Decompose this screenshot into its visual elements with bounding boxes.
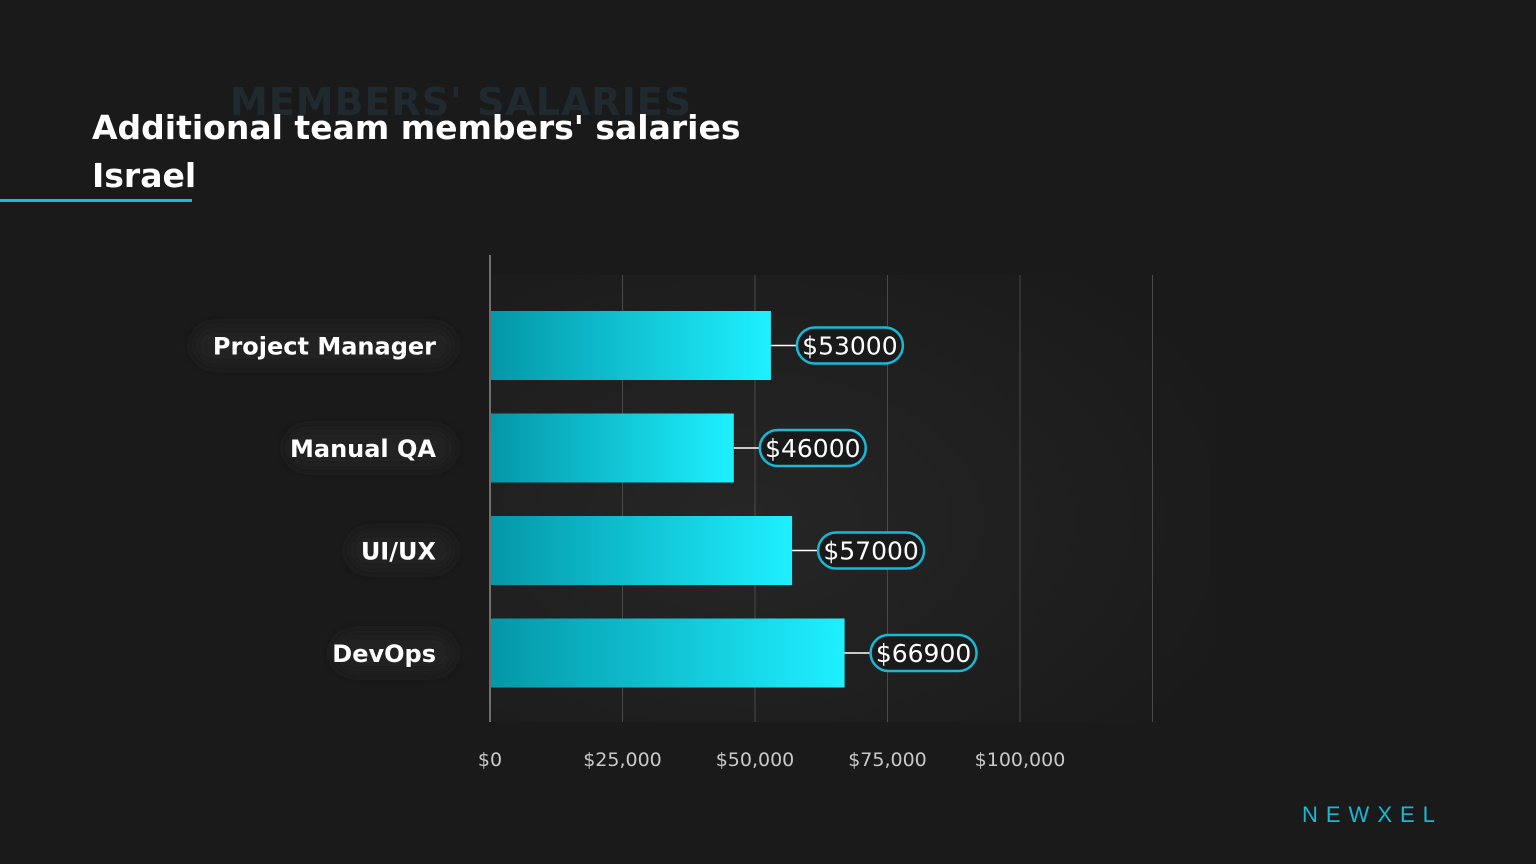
x-tick-label: $0 bbox=[478, 749, 502, 771]
value-badge bbox=[795, 326, 905, 365]
category-label: Project Manager bbox=[213, 333, 436, 361]
value-badge bbox=[869, 633, 978, 673]
brand-logo: NEWXEL bbox=[1302, 802, 1443, 827]
ghost-heading: MEMBERS' SALARIES bbox=[230, 80, 693, 124]
bar bbox=[491, 618, 845, 688]
value-label: $66900 bbox=[876, 639, 971, 668]
value-label: $57000 bbox=[823, 537, 918, 566]
category-label-backdrop bbox=[286, 428, 454, 468]
bar bbox=[491, 311, 771, 380]
category-label-backdrop bbox=[333, 633, 454, 673]
value-label: $53000 bbox=[802, 332, 897, 361]
page-title: Additional team members' salaries bbox=[92, 108, 741, 147]
category-label: DevOps bbox=[332, 640, 436, 668]
category-label-backdrop bbox=[193, 325, 454, 366]
x-tick-label: $50,000 bbox=[716, 749, 795, 771]
x-tick-label: $25,000 bbox=[583, 749, 662, 771]
page-subtitle: Israel bbox=[92, 156, 197, 195]
value-badge bbox=[816, 531, 926, 570]
category-label: UI/UX bbox=[361, 538, 437, 566]
value-badge bbox=[758, 428, 868, 468]
bar bbox=[491, 413, 734, 483]
category-label: Manual QA bbox=[290, 435, 436, 463]
x-tick-label: $100,000 bbox=[975, 749, 1066, 771]
title-underline bbox=[0, 199, 192, 202]
x-tick-label: $75,000 bbox=[848, 749, 927, 771]
bar bbox=[491, 516, 793, 585]
category-label-backdrop bbox=[348, 530, 454, 571]
value-label: $46000 bbox=[765, 434, 860, 463]
